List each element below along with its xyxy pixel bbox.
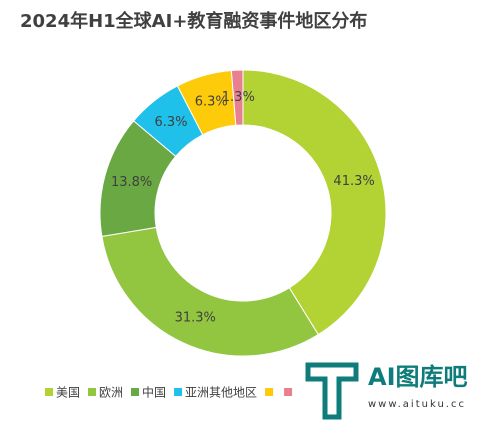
watermark-logo [305, 362, 359, 420]
legend-label: 中国 [142, 385, 166, 400]
legend-swatch [131, 388, 140, 396]
legend-label: 美国 [56, 386, 80, 400]
watermark-name: AI图库吧 [368, 363, 468, 391]
legend-swatch [174, 388, 183, 396]
watermark-bg [300, 350, 493, 423]
legend-label: 亚洲其他地区 [185, 386, 257, 400]
chart-title: 2024年H1全球AI+教育融资事件地区分布 [20, 10, 367, 32]
legend-swatch [265, 388, 274, 396]
data-label: 6.3% [195, 94, 228, 109]
legend-swatch [88, 388, 97, 396]
donut-slice [101, 226, 319, 357]
data-label: 1.3% [222, 90, 255, 105]
legend-label: 欧洲 [99, 386, 123, 400]
data-label: 13.8% [111, 175, 152, 190]
data-label: 41.3% [333, 174, 374, 189]
data-label: 6.3% [154, 115, 187, 130]
legend-swatch [284, 388, 293, 396]
donut-slice [242, 69, 387, 336]
data-label: 31.3% [175, 311, 216, 326]
logo-shape [305, 362, 359, 420]
watermark-url: www.aituku.cc [368, 399, 466, 410]
donut-slice [230, 69, 244, 126]
legend-swatch [45, 388, 53, 396]
